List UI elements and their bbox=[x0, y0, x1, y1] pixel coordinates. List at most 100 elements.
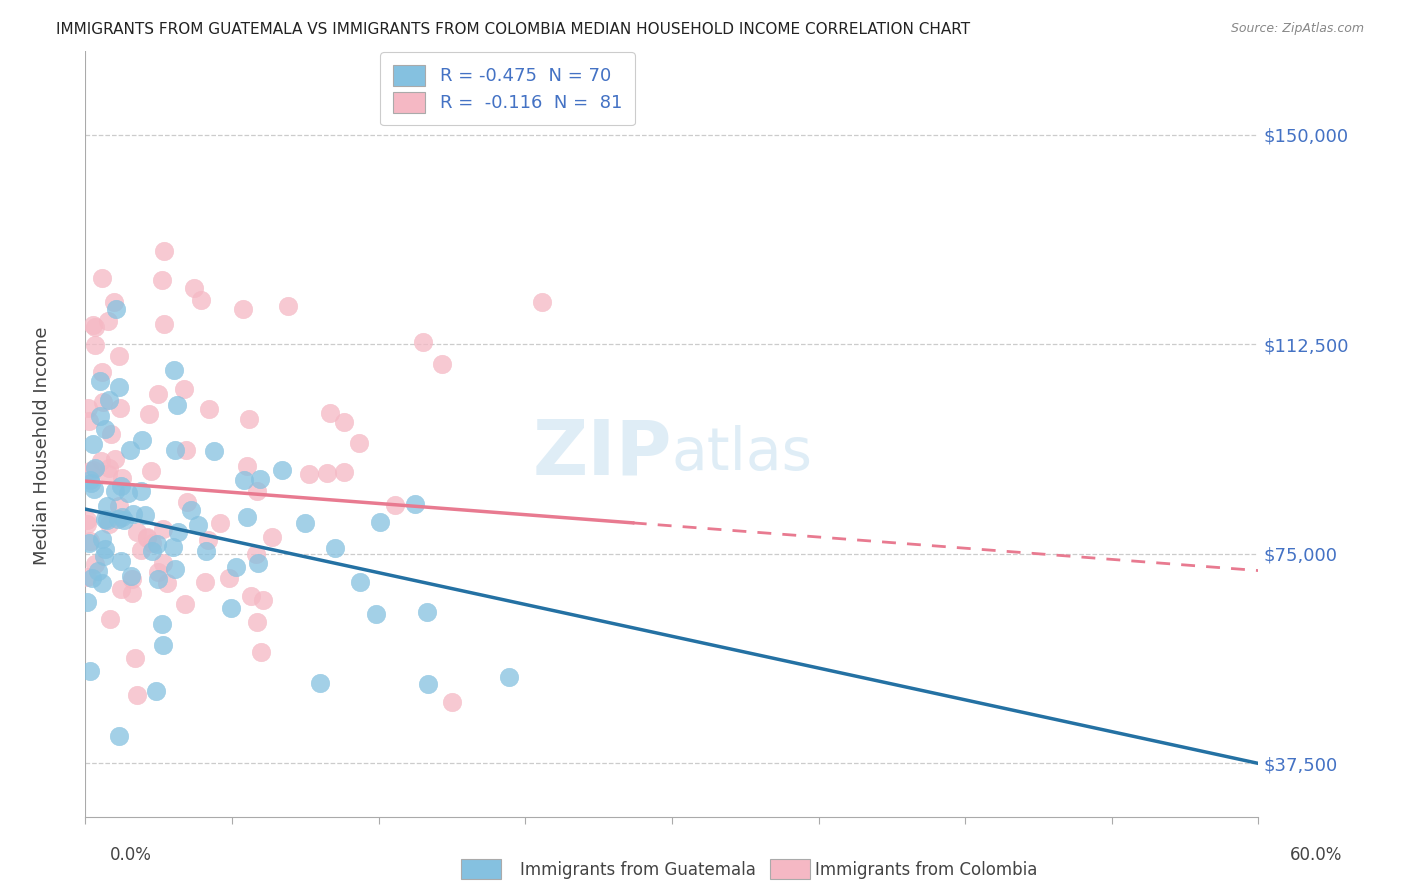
Point bbox=[232, 474, 254, 488]
Point bbox=[91, 395, 114, 409]
Point bbox=[294, 516, 316, 530]
Point bbox=[146, 572, 169, 586]
Point bbox=[349, 575, 371, 590]
Point bbox=[202, 443, 225, 458]
Point bbox=[124, 650, 146, 665]
Point bbox=[315, 466, 337, 480]
Point bbox=[187, 518, 209, 533]
Point bbox=[134, 508, 156, 522]
Point bbox=[416, 676, 439, 690]
Point bbox=[323, 541, 346, 556]
Point bbox=[368, 515, 391, 529]
Point bbox=[530, 294, 553, 309]
Point bbox=[183, 281, 205, 295]
Point bbox=[108, 729, 131, 743]
Text: IMMIGRANTS FROM GUATEMALA VS IMMIGRANTS FROM COLOMBIA MEDIAN HOUSEHOLD INCOME CO: IMMIGRANTS FROM GUATEMALA VS IMMIGRANTS … bbox=[56, 22, 970, 37]
Point bbox=[332, 415, 354, 429]
Point bbox=[108, 499, 131, 513]
Point bbox=[319, 407, 342, 421]
Point bbox=[89, 453, 111, 467]
Point bbox=[150, 616, 173, 631]
Text: ZIP: ZIP bbox=[533, 417, 672, 491]
Point bbox=[89, 409, 111, 424]
Point bbox=[218, 571, 240, 585]
Point bbox=[246, 556, 269, 570]
Point bbox=[412, 334, 434, 349]
Point bbox=[180, 503, 202, 517]
Point bbox=[219, 601, 242, 615]
Point bbox=[82, 437, 104, 451]
Point bbox=[82, 318, 104, 333]
Point bbox=[91, 365, 114, 379]
Point bbox=[117, 486, 139, 500]
Point bbox=[79, 464, 101, 478]
Point bbox=[153, 244, 176, 258]
Point bbox=[238, 411, 260, 425]
Point bbox=[97, 461, 120, 475]
Point bbox=[90, 576, 112, 591]
Point bbox=[145, 684, 167, 698]
Point bbox=[173, 382, 195, 396]
Point bbox=[232, 301, 254, 316]
Point bbox=[80, 571, 103, 585]
Text: Source: ZipAtlas.com: Source: ZipAtlas.com bbox=[1230, 22, 1364, 36]
Point bbox=[76, 513, 98, 527]
Point bbox=[87, 564, 110, 578]
Point bbox=[108, 401, 131, 415]
Point bbox=[94, 541, 117, 556]
Point bbox=[141, 544, 163, 558]
Point bbox=[347, 436, 370, 450]
Point bbox=[146, 537, 169, 551]
Point bbox=[97, 393, 120, 408]
Point bbox=[309, 675, 332, 690]
Point bbox=[80, 475, 103, 490]
Point bbox=[97, 314, 120, 328]
Point bbox=[107, 512, 129, 526]
Point bbox=[105, 302, 128, 317]
Point bbox=[84, 338, 107, 352]
Point bbox=[83, 483, 105, 497]
Point bbox=[97, 467, 120, 481]
Point bbox=[146, 566, 169, 580]
Point bbox=[194, 543, 217, 558]
Point bbox=[100, 426, 122, 441]
Point bbox=[153, 317, 176, 331]
Point bbox=[430, 357, 453, 371]
Point bbox=[111, 509, 134, 524]
Point bbox=[152, 638, 174, 652]
Point bbox=[84, 461, 107, 475]
Point bbox=[138, 407, 160, 421]
Text: Immigrants from Colombia: Immigrants from Colombia bbox=[815, 861, 1038, 879]
Point bbox=[156, 575, 179, 590]
Point bbox=[131, 433, 153, 447]
Point bbox=[197, 533, 219, 548]
Point bbox=[108, 380, 131, 394]
Point bbox=[103, 294, 125, 309]
Point bbox=[120, 568, 142, 582]
Point bbox=[198, 402, 221, 417]
Text: 60.0%: 60.0% bbox=[1291, 846, 1343, 863]
Point bbox=[277, 299, 299, 313]
Point bbox=[108, 349, 131, 363]
Point bbox=[79, 533, 101, 548]
Text: atlas: atlas bbox=[672, 425, 813, 482]
Point bbox=[96, 499, 118, 513]
Point bbox=[245, 615, 267, 629]
Point bbox=[96, 513, 118, 527]
Point bbox=[76, 516, 98, 531]
Point bbox=[163, 363, 186, 377]
Text: 0.0%: 0.0% bbox=[110, 846, 152, 863]
Point bbox=[162, 540, 184, 554]
Point bbox=[121, 586, 143, 600]
Point bbox=[498, 670, 520, 684]
Point bbox=[79, 664, 101, 678]
Point bbox=[94, 512, 117, 526]
Point bbox=[122, 508, 145, 522]
Point bbox=[121, 572, 143, 586]
Point bbox=[82, 463, 104, 477]
Point bbox=[141, 535, 163, 549]
Point bbox=[194, 575, 217, 590]
Point bbox=[246, 484, 269, 499]
Point bbox=[110, 554, 132, 568]
Point bbox=[166, 525, 188, 540]
